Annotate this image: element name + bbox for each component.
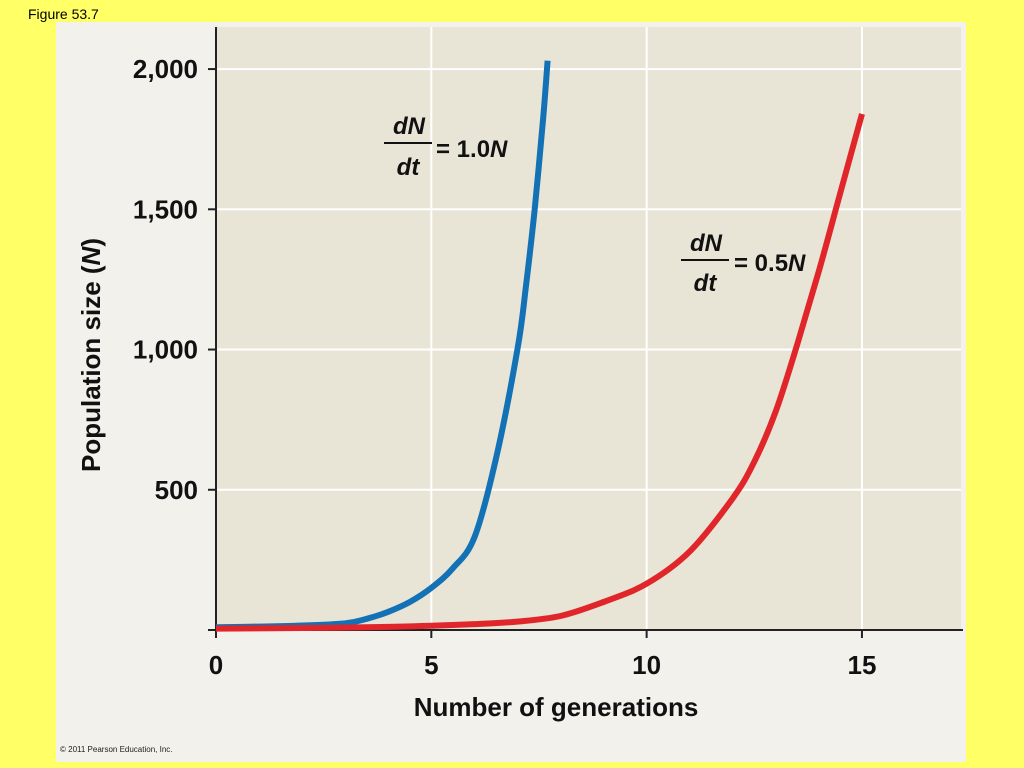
x-axis-title: Number of generations xyxy=(414,692,699,722)
y-axis-title: Population size (N) xyxy=(76,238,106,472)
y-tick-label: 1,000 xyxy=(133,335,198,365)
series-label-r05: dN dt = 0.5N xyxy=(681,230,806,297)
series-label-r1-numerator: dN xyxy=(393,113,426,140)
series-layer xyxy=(215,60,865,632)
series-label-r05-rhs: = 0.5N xyxy=(734,250,806,277)
y-tick-label: 2,000 xyxy=(133,54,198,84)
series-label-r1-rhs: = 1.0N xyxy=(436,136,508,163)
chart-panel: 500 1,000 1,500 2,000 0 5 10 15 Population size… xyxy=(56,22,966,762)
line-chart: 500 1,000 1,500 2,000 0 5 10 15 Population size… xyxy=(76,27,963,722)
y-tick-label: 500 xyxy=(155,475,198,505)
series-label-r1: dN dt = 1.0N xyxy=(384,113,508,181)
series-line-r1 xyxy=(215,60,551,631)
series-label-r05-numerator: dN xyxy=(690,230,723,257)
x-tick-label: 15 xyxy=(847,650,876,680)
series-label-r1-denominator: dt xyxy=(397,154,421,181)
series-line-r05 xyxy=(215,113,865,632)
plot-area xyxy=(216,27,961,630)
x-tick-label: 0 xyxy=(209,650,223,680)
copyright-notice: © 2011 Pearson Education, Inc. xyxy=(60,745,173,754)
x-tick-label: 10 xyxy=(632,650,661,680)
y-tick-label: 1,500 xyxy=(133,194,198,224)
tick-label-layer: 500 1,000 1,500 2,000 0 5 10 15 xyxy=(133,54,876,680)
x-tick-label: 5 xyxy=(424,650,438,680)
grid-layer xyxy=(216,27,961,630)
series-label-r05-denominator: dt xyxy=(694,270,718,297)
figure-label: Figure 53.7 xyxy=(28,6,99,22)
